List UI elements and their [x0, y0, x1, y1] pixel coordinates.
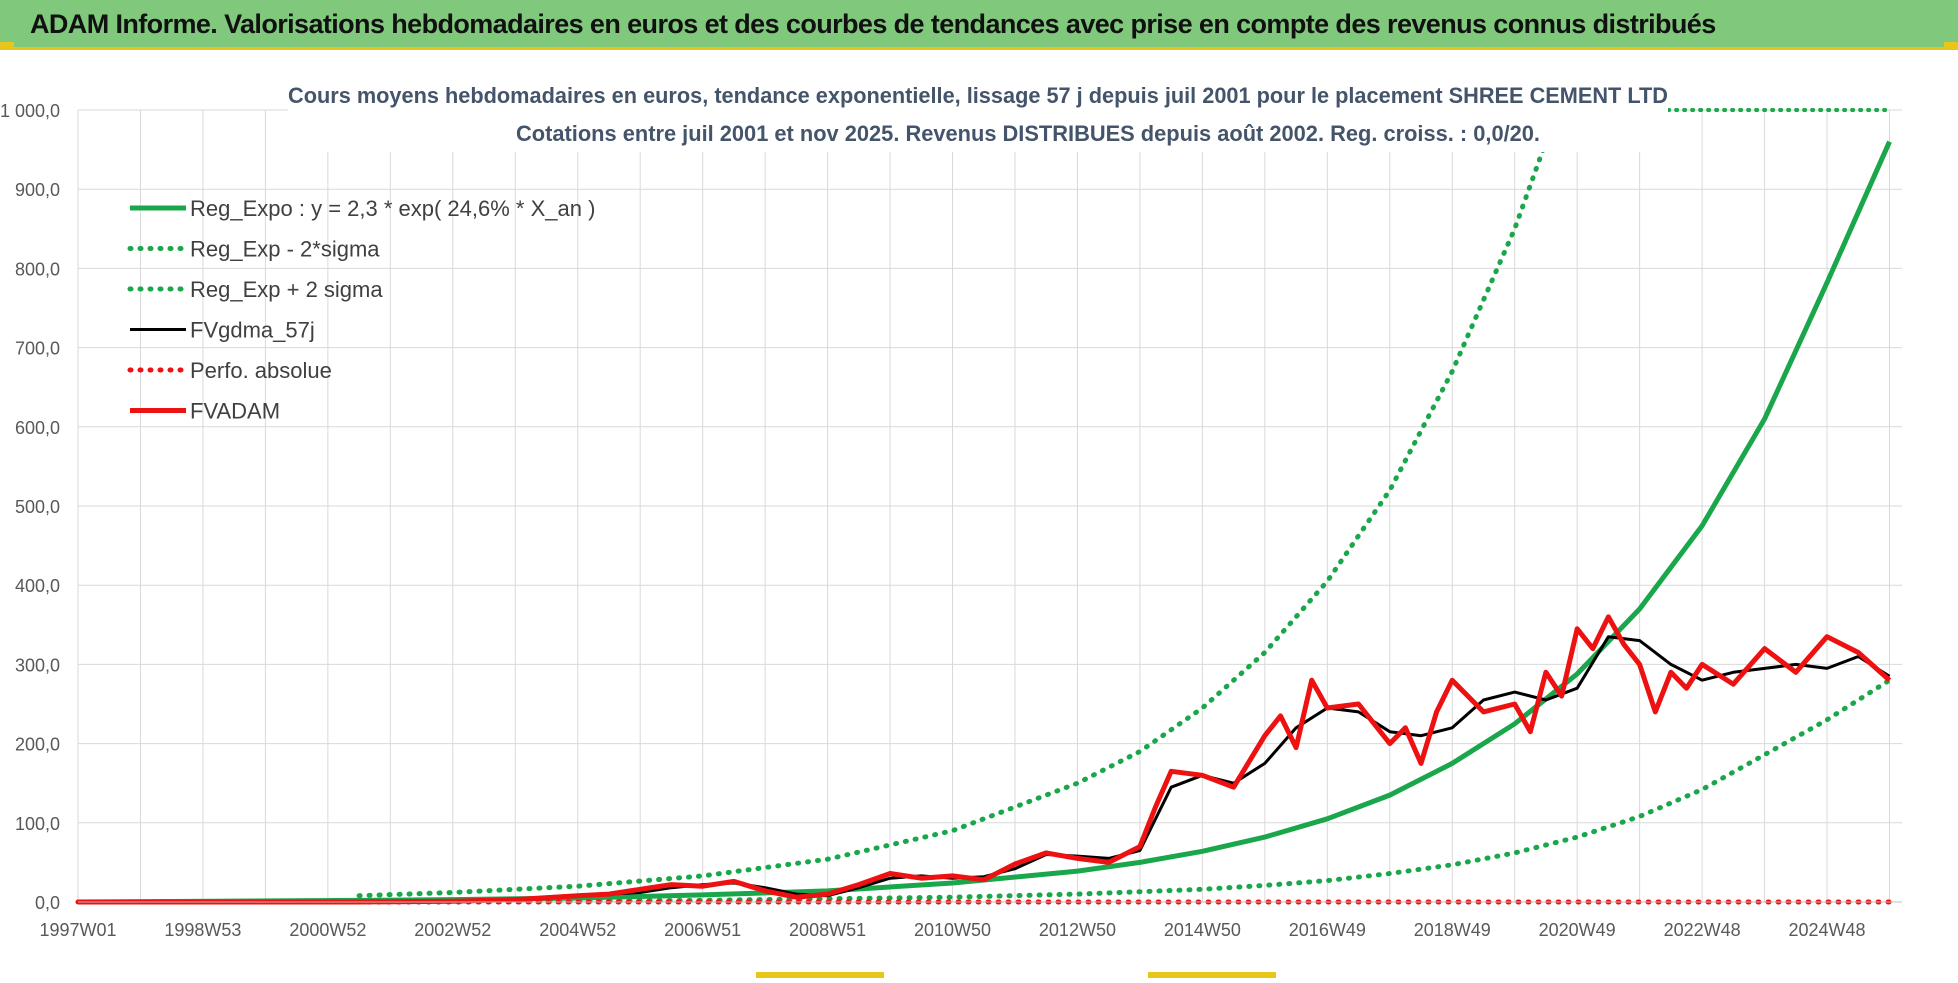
- y-tick-label: 200,0: [15, 735, 60, 755]
- y-tick-label: 100,0: [15, 814, 60, 834]
- chart-area: 0,0 100,0 200,0 300,0 400,0 500,0 600,0 700,0 80…: [0, 50, 1958, 978]
- x-tick-label: 2006W51: [664, 920, 741, 940]
- y-tick-label: 400,0: [15, 576, 60, 596]
- title-backdrop: [288, 78, 1668, 152]
- chart-subtitle: Cotations entre juil 2001 et nov 2025. R…: [516, 121, 1540, 146]
- x-tick-label: 2004W52: [539, 920, 616, 940]
- x-tick-label: 2002W52: [414, 920, 491, 940]
- x-tick-label: 2000W52: [289, 920, 366, 940]
- bottom-marker-2: [1148, 972, 1276, 978]
- y-tick-label: 500,0: [15, 497, 60, 517]
- legend-label: Reg_Exp + 2 sigma: [190, 277, 383, 302]
- x-tick-label: 1997W01: [39, 920, 116, 940]
- y-axis: 0,0 100,0 200,0 300,0 400,0 500,0 600,0 700,0 80…: [0, 101, 60, 913]
- x-tick-label: 2008W51: [789, 920, 866, 940]
- legend-label: Reg_Exp - 2*sigma: [190, 237, 380, 262]
- series-line: [78, 614, 1892, 905]
- series-line: [356, 107, 1593, 899]
- x-tick-label: 2010W50: [914, 920, 991, 940]
- y-tick-label: 800,0: [15, 259, 60, 279]
- x-tick-label: 2016W49: [1289, 920, 1366, 940]
- x-tick-label: 2022W48: [1664, 920, 1741, 940]
- legend-label: Perfo. absolue: [190, 358, 332, 383]
- banner-title: ADAM Informe. Valorisations hebdomadaire…: [30, 9, 1716, 39]
- corner-marker-right: [1944, 42, 1958, 50]
- chart-title: Cours moyens hebdomadaires en euros, ten…: [288, 83, 1668, 108]
- header-banner: ADAM Informe. Valorisations hebdomadaire…: [0, 0, 1958, 50]
- y-tick-label: 600,0: [15, 418, 60, 438]
- y-tick-label: 1 000,0: [0, 101, 60, 121]
- series-line: [356, 677, 1892, 905]
- legend-label: FVADAM: [190, 399, 280, 424]
- x-axis: 1997W01 1998W53 2000W52 2002W52 2004W52 2006W…: [39, 901, 1902, 940]
- legend-label: FVgdma_57j: [190, 318, 315, 343]
- series-line: [77, 140, 1892, 905]
- x-tick-label: 2012W50: [1039, 920, 1116, 940]
- x-tick-label: 2014W50: [1164, 920, 1241, 940]
- legend-label: Reg_Expo : y = 2,3 * exp( 24,6% * X_an ): [190, 196, 595, 221]
- x-tick-label: 2020W49: [1539, 920, 1616, 940]
- x-tick-label: 1998W53: [164, 920, 241, 940]
- y-tick-label: 900,0: [15, 180, 60, 200]
- line-chart: 0,0 100,0 200,0 300,0 400,0 500,0 600,0 700,0 80…: [0, 78, 1902, 940]
- x-tick-label: 2024W48: [1789, 920, 1866, 940]
- y-tick-label: 0,0: [35, 893, 60, 913]
- series-line: [78, 635, 1891, 904]
- horizontal-gridlines: [78, 109, 1902, 903]
- y-tick-label: 700,0: [15, 339, 60, 359]
- y-tick-label: 300,0: [15, 655, 60, 675]
- bottom-marker-1: [756, 972, 884, 978]
- x-tick-label: 2018W49: [1414, 920, 1491, 940]
- corner-marker-left: [0, 42, 14, 50]
- legend: Reg_Expo : y = 2,3 * exp( 24,6% * X_an )…: [127, 196, 595, 424]
